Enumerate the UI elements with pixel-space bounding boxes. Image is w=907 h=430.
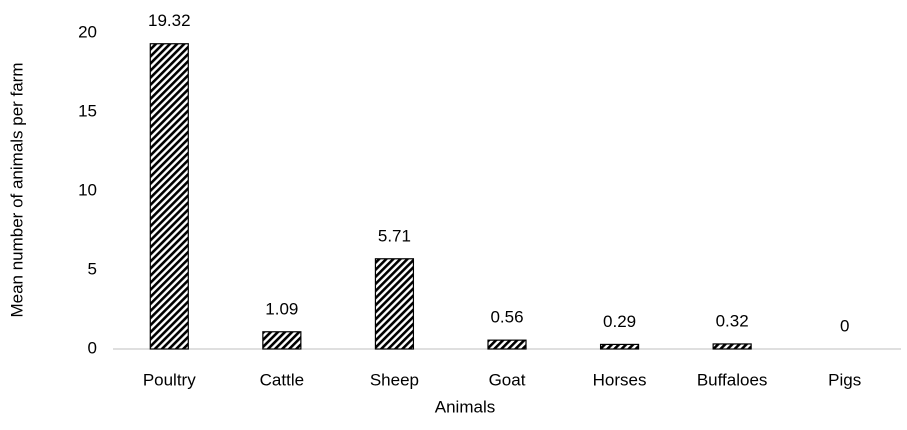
value-label: 0.32 — [716, 311, 749, 330]
y-tick-label: 10 — [78, 180, 97, 199]
bar — [599, 343, 640, 350]
value-label: 0.56 — [490, 308, 523, 327]
y-tick-label: 5 — [88, 259, 97, 278]
bar — [262, 331, 302, 350]
y-tick-label: 0 — [88, 338, 97, 357]
x-tick-label: Poultry — [143, 370, 196, 389]
y-tick-label: 15 — [78, 101, 97, 120]
x-axis-label: Animals — [435, 397, 495, 416]
x-tick-label: Sheep — [370, 370, 419, 389]
x-tick-label: Cattle — [260, 370, 304, 389]
y-tick-label: 20 — [78, 22, 97, 41]
value-label: 0 — [840, 316, 849, 335]
x-tick-label: Horses — [593, 370, 647, 389]
value-label: 1.09 — [265, 299, 298, 318]
y-axis-label: Mean number of animals per farm — [7, 62, 26, 317]
x-tick-label: Pigs — [828, 370, 861, 389]
bar — [712, 343, 752, 350]
bar — [487, 339, 527, 350]
bar — [149, 43, 189, 350]
x-tick-label: Buffaloes — [697, 370, 768, 389]
x-tick-label: Goat — [489, 370, 526, 389]
value-label: 0.29 — [603, 312, 636, 331]
bar — [374, 258, 415, 350]
value-label: 19.32 — [148, 11, 191, 30]
value-label: 5.71 — [378, 226, 411, 245]
